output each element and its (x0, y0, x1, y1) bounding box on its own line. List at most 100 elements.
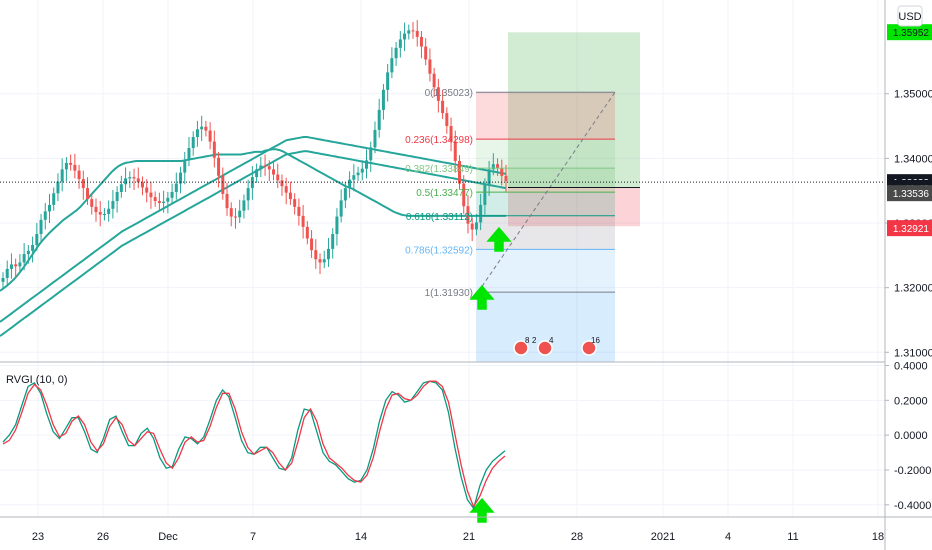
oscillator-tick-label: 0.2000 (894, 395, 928, 407)
candle-body (170, 191, 174, 198)
fib-level-label: 0.5(1.33477) (416, 188, 473, 199)
candle-body (98, 212, 102, 215)
candle-body (415, 31, 419, 37)
moving-average-line (0, 148, 506, 292)
candle-body (305, 226, 309, 239)
candle-body (394, 47, 398, 59)
candle-body (90, 199, 94, 207)
candle-body (487, 169, 491, 185)
candle-body (449, 126, 453, 142)
candle-body (293, 199, 297, 207)
candle-body (314, 250, 318, 260)
candle-body (43, 211, 47, 220)
price-tag (887, 185, 932, 202)
candle-body (229, 208, 233, 217)
fib-band (476, 249, 615, 293)
candle-body (288, 192, 292, 200)
fibonacci-retracement[interactable]: 0(1.35023) 0.236(1.34298) 0.382(1.33849) 0.… (0, 88, 885, 299)
rvgi-oscillator (0, 361, 885, 510)
annotation-arrows[interactable] (469, 226, 512, 523)
candle-body (403, 33, 407, 40)
candle-body (77, 170, 81, 180)
fib-trend-line (477, 91, 616, 293)
candle-body (284, 186, 288, 193)
candle-body (436, 87, 440, 101)
candle-body (183, 160, 187, 173)
candle-body (39, 219, 43, 235)
long-position-zones[interactable] (476, 32, 640, 362)
fib-band (476, 92, 615, 140)
candle-body (356, 172, 360, 176)
candle-body (424, 46, 428, 60)
candle-body (31, 244, 35, 251)
candle-body (445, 113, 449, 127)
oscillator-tick-label: -0.2000 (894, 465, 931, 477)
candle-body (204, 126, 208, 131)
candle-body (162, 201, 166, 203)
candle-body (500, 168, 504, 176)
time-tick-label: 14 (355, 531, 367, 543)
candle-body (69, 162, 73, 165)
price-tag (887, 24, 932, 41)
candle-body (238, 210, 242, 218)
fib-level-label: 0.236(1.34298) (405, 135, 473, 146)
candle-body (280, 180, 284, 187)
candle-body (322, 259, 326, 263)
candle-body (462, 183, 466, 207)
time-tick-label: 28 (571, 531, 583, 543)
candle-body (377, 109, 381, 130)
candle-body (390, 58, 394, 73)
candle-body (119, 184, 123, 192)
candle-body (331, 234, 335, 249)
event-badges[interactable]: 8 2 4 16 (513, 336, 600, 356)
candle-body (81, 179, 85, 189)
candle-body (246, 188, 250, 201)
event-flag-icon (581, 340, 597, 356)
candle-body (360, 168, 364, 173)
moving-averages (0, 136, 507, 337)
candle-body (174, 183, 178, 192)
candle-body (470, 223, 474, 230)
up-arrow-icon (469, 284, 495, 310)
candle-body (479, 204, 483, 223)
time-tick-label: 23 (32, 531, 44, 543)
time-tick-label: 11 (787, 531, 798, 543)
time-tick-label: 21 (463, 531, 475, 543)
price-tag-label: 1.33536 (893, 189, 930, 200)
candle-body (504, 175, 508, 181)
candle-body (242, 200, 246, 211)
candle-body (60, 169, 64, 182)
candle-body (115, 191, 119, 202)
fib-band (476, 192, 615, 216)
oscillator-tick-label: -0.4000 (894, 500, 931, 512)
rvgi-legend: RVGI (10, 0) (6, 374, 68, 386)
candle-body (365, 160, 369, 169)
event-badge-count: 8 (525, 336, 530, 345)
candle-body (124, 178, 128, 185)
profit-zone (508, 32, 640, 188)
candle-body (411, 30, 415, 32)
candle-body (339, 200, 343, 217)
candle-body (221, 175, 225, 194)
candle-body (267, 166, 271, 170)
event-flag-icon (537, 340, 553, 356)
candle-body (225, 193, 229, 209)
currency-button[interactable] (897, 5, 923, 27)
candle-body (458, 160, 462, 184)
event-flag-icon (513, 340, 529, 356)
up-arrow-icon (469, 497, 495, 523)
time-axis[interactable]: 23 26 Dec 7 14 21 28 2021 4 11 18 (0, 516, 932, 543)
candle-body (179, 172, 183, 184)
candle-body (22, 254, 26, 263)
candle-body (136, 178, 140, 183)
candle-body (94, 206, 98, 213)
candle-body (132, 177, 136, 179)
event-badge-count: 2 (532, 336, 537, 345)
time-tick-label: 4 (725, 531, 731, 543)
fib-level-label: 0.618(1.33112) (406, 212, 473, 223)
price-axis[interactable]: 1.350001.340001.330001.320001.310000.400… (884, 0, 932, 550)
candle-body (297, 206, 301, 216)
candle-body (352, 175, 356, 180)
candle-body (301, 215, 305, 227)
